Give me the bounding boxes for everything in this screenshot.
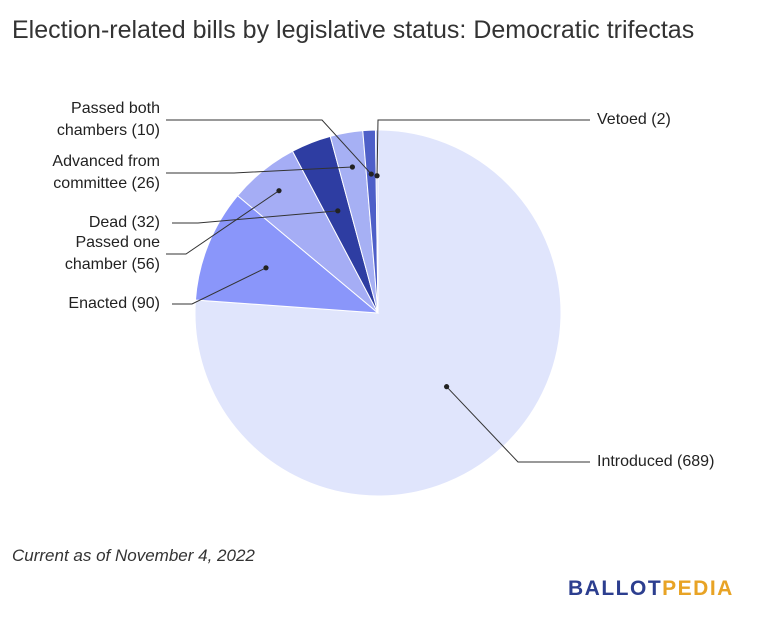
footnote: Current as of November 4, 2022 xyxy=(12,546,255,565)
slice-label-advanced-from-committee-line-2: committee (26) xyxy=(53,175,160,192)
slice-label-introduced: Introduced (689) xyxy=(597,453,714,470)
slice-label-passed-one-chamber-line-1: Passed one xyxy=(75,234,160,251)
slice-label-passed-both-chambers-line-1: Passed both xyxy=(71,100,160,117)
slice-label-passed-both-chambers-line-2: chambers (10) xyxy=(57,122,160,139)
leader-line-enacted xyxy=(172,267,267,305)
slice-label-enacted: Enacted (90) xyxy=(68,295,160,312)
leader-dot-enacted xyxy=(263,265,269,271)
leader-dot-introduced xyxy=(443,384,450,390)
leader-dot-passed-one-chamber xyxy=(276,188,282,194)
leader-line-introduced xyxy=(446,386,590,463)
ballotpedia-logo[interactable]: BALLOTPEDIA xyxy=(568,577,734,601)
chart-title: Election-related bills by legislative st… xyxy=(12,16,695,44)
pie-slice-enacted[interactable] xyxy=(194,194,380,314)
leader-dot-vetoed xyxy=(374,173,380,179)
slice-labels: Introduced (689) Enacted (90) Passed one ch… xyxy=(52,100,714,470)
leader-line-vetoed xyxy=(376,119,590,176)
leader-line-passed-both-chambers xyxy=(166,119,372,175)
leader-line-passed-one-chamber xyxy=(166,190,280,255)
slice-label-dead: Dead (32) xyxy=(89,214,160,231)
logo-part-1: BALLOT xyxy=(568,577,663,600)
leader-lines xyxy=(166,119,590,463)
logo-part-2: PEDIA xyxy=(662,577,734,600)
leader-dot-passed-both-chambers xyxy=(368,171,374,177)
leader-dot-advanced-from-committee xyxy=(349,164,356,170)
pie-slices xyxy=(194,129,562,497)
pie-slice-introduced[interactable] xyxy=(194,129,562,497)
slice-label-passed-one-chamber-line-2: chamber (56) xyxy=(65,256,160,273)
slice-label-vetoed: Vetoed (2) xyxy=(597,111,671,128)
leader-line-dead xyxy=(172,210,338,224)
leader-line-advanced-from-committee xyxy=(166,166,353,174)
leader-dot-dead xyxy=(335,208,341,214)
slice-label-advanced-from-committee-line-1: Advanced from xyxy=(52,153,160,170)
